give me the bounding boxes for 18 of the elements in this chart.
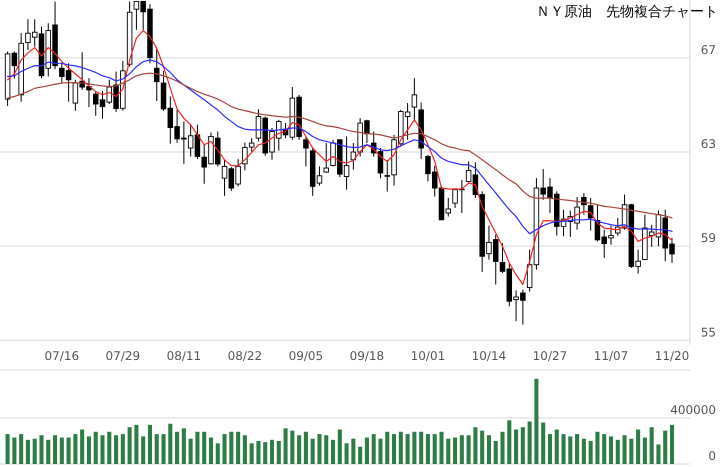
x-tick-label: 07/16 [44,349,80,363]
x-tick-label: 08/22 [228,349,262,363]
y-tick-label: 63 [700,137,716,152]
x-tick-label: 11/07 [594,349,628,363]
x-tick-label: 07/29 [106,349,140,363]
x-tick-label: 08/11 [166,349,202,363]
x-tick-label: 10/27 [532,349,568,363]
x-tick-label: 10/01 [410,349,446,363]
y-tick-label: 400000 [670,402,716,417]
y-tick-label: 0 [708,449,716,463]
x-tick-label: 09/18 [350,349,384,363]
chart-title: ＮＹ原油 先物複合チャート [536,4,718,20]
y-tick-label: 67 [700,42,716,57]
y-tick-label: 55 [700,325,716,340]
x-tick-label: 11/20 [654,349,690,363]
x-tick-label: 09/05 [288,349,324,363]
y-tick-label: 59 [700,231,716,246]
x-tick-label: 10/14 [472,349,506,363]
